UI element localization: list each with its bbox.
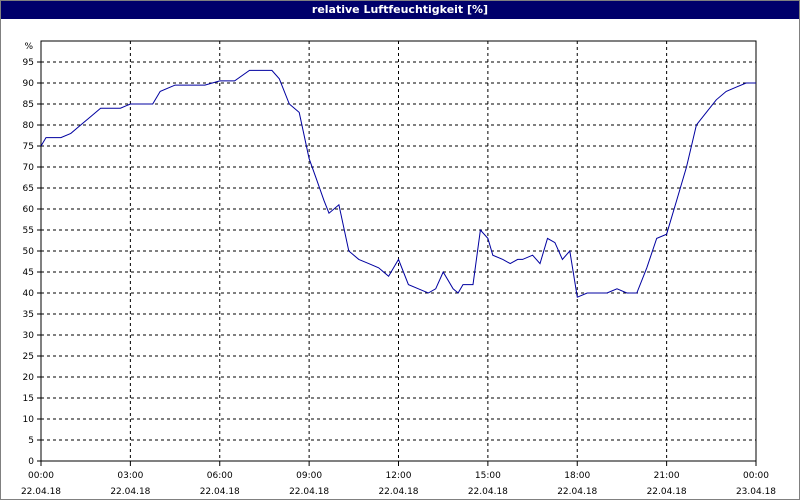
x-tick-time-label: 00:00 (28, 471, 54, 481)
y-tick-label: 5 (28, 436, 34, 446)
y-tick-label: 50 (23, 247, 35, 257)
x-tick-time-label: 21:00 (654, 471, 680, 481)
y-tick-label: 10 (23, 415, 35, 425)
x-tick-date-label: 22.04.18 (289, 487, 329, 497)
y-tick-label: 30 (23, 331, 35, 341)
x-tick-time-label: 09:00 (296, 471, 322, 481)
y-tick-label: 0 (28, 457, 34, 467)
y-tick-label: 65 (23, 184, 34, 194)
grid-lines (41, 41, 756, 461)
y-tick-label: 95 (23, 58, 34, 68)
y-tick-label: 85 (23, 100, 34, 110)
x-tick-date-label: 22.04.18 (647, 487, 687, 497)
x-tick-date-label: 22.04.18 (21, 487, 61, 497)
x-tick-time-label: 12:00 (386, 471, 412, 481)
y-tick-label: 15 (23, 394, 34, 404)
chart-title: relative Luftfeuchtigkeit [%] (1, 1, 799, 19)
y-tick-label: 70 (23, 163, 35, 173)
x-tick-time-label: 06:00 (207, 471, 233, 481)
y-tick-label: 25 (23, 352, 34, 362)
x-tick-time-label: 00:00 (743, 471, 769, 481)
y-tick-label: 45 (23, 268, 34, 278)
series-line-humidity (40, 69, 756, 298)
y-tick-label: 60 (23, 205, 35, 215)
y-tick-label: 20 (23, 373, 35, 383)
x-tick-date-label: 23.04.18 (736, 487, 776, 497)
x-tick-time-label: 18:00 (564, 471, 590, 481)
y-tick-label: 35 (23, 310, 34, 320)
x-tick-time-label: 03:00 (117, 471, 143, 481)
x-tick-time-label: 15:00 (475, 471, 501, 481)
x-tick-date-label: 22.04.18 (468, 487, 508, 497)
y-tick-label: 80 (23, 121, 35, 131)
x-tick-date-label: 22.04.18 (378, 487, 418, 497)
y-tick-label: 40 (23, 289, 35, 299)
x-tick-date-label: 22.04.18 (557, 487, 597, 497)
y-tick-label: 75 (23, 142, 34, 152)
x-tick-date-label: 22.04.18 (200, 487, 240, 497)
x-axis-ticks: 00:00 22.04.18 03:00 22.04.18 06:00 22.04.18 0… (21, 461, 776, 497)
y-tick-label: 90 (23, 79, 35, 89)
y-tick-label: 55 (23, 226, 34, 236)
x-tick-date-label: 22.04.18 (110, 487, 150, 497)
y-axis-ticks: 0 5 10 15 20 25 30 35 40 45 50 55 60 65 70 75 80 85 90 95 (23, 58, 41, 467)
y-axis-label: % (24, 42, 33, 52)
